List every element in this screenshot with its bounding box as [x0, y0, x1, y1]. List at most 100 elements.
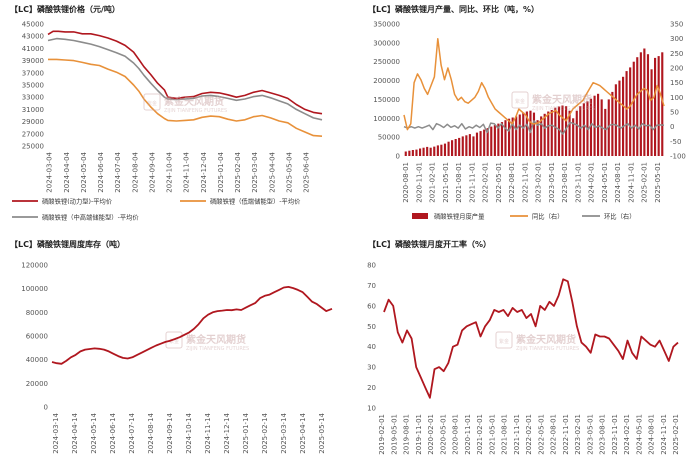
output-legend-swatch	[412, 213, 428, 219]
price-y-tick: 27000	[22, 130, 44, 138]
price-chart-title: 【LC】磷酸铁锂价格（元/吨）	[10, 4, 120, 14]
output-x-tick: 2023-08-01	[561, 162, 569, 203]
utilization-x-tick: 2022-11-01	[562, 414, 570, 455]
utilization-y-tick: 10	[367, 405, 376, 413]
watermark-text: 紫金天风期货	[164, 95, 224, 108]
utilization-x-tick: 2020-11-01	[464, 414, 472, 455]
price-y-tick: 35000	[22, 82, 44, 90]
output-bar	[579, 106, 581, 156]
price-y-tick: 37000	[22, 69, 44, 77]
price-x-tick: 2025-01-04	[217, 151, 225, 192]
output-bar	[480, 131, 482, 156]
watermark-text: 紫金天风期货	[186, 333, 246, 346]
output-bar	[629, 67, 631, 156]
output-bar	[440, 145, 442, 156]
inventory-x-tick: 2025-03-14	[280, 412, 288, 453]
output-bar	[426, 147, 428, 156]
output-bar	[419, 149, 421, 157]
output-bar	[433, 147, 435, 156]
output-bar	[504, 120, 506, 156]
utilization-y-tick: 70	[367, 282, 376, 290]
utilization-y-tick: 60	[367, 302, 376, 310]
price-x-tick: 2024-06-04	[97, 151, 105, 192]
utilization-x-tick: 2020-02-01	[427, 414, 435, 455]
utilization-x-tick: 2024-05-01	[635, 414, 643, 455]
utilization-y-tick: 50	[367, 323, 376, 331]
utilization-x-tick: 2025-02-01	[672, 414, 680, 455]
inventory-x-tick: 2025-01-14	[242, 412, 250, 453]
output-x-tick: 2021-11-01	[468, 162, 476, 203]
output-x-tick: 2022-02-01	[482, 162, 490, 203]
output-bar	[561, 106, 563, 157]
output-y2-tick: 350	[670, 21, 683, 29]
utilization-x-tick: 2021-05-01	[488, 414, 496, 455]
utilization-chart-panel: 【LC】磷酸铁锂月度开工率（%） 1020304050607080 2019-0…	[367, 239, 680, 455]
utilization-x-tick: 2023-05-01	[586, 414, 594, 455]
output-y-tick: 250000	[373, 58, 400, 66]
output-y-tick: 300000	[373, 39, 400, 47]
output-bar	[618, 81, 620, 156]
price-x-tick: 2024-09-04	[148, 151, 156, 192]
inventory-y-tick: 0	[44, 404, 48, 412]
utilization-y-tick: 20	[367, 384, 376, 392]
output-bar	[647, 54, 649, 156]
utilization-x-tick: 2020-08-01	[452, 414, 460, 455]
price-y-tick: 31000	[22, 106, 44, 114]
output-bar	[451, 140, 453, 156]
price-x-tick: 2024-11-04	[183, 151, 191, 192]
price-x-tick: 2024-07-04	[114, 151, 122, 192]
price-x-tick: 2025-06-04	[303, 151, 311, 192]
output-bar	[654, 58, 656, 156]
output-y-tick: 200000	[373, 77, 400, 85]
utilization-x-tick: 2021-02-01	[476, 414, 484, 455]
price-x-tick: 2024-12-04	[200, 151, 208, 192]
inventory-series-line	[52, 287, 332, 364]
utilization-x-tick: 2022-02-01	[525, 414, 533, 455]
output-x-tick: 2025-02-01	[641, 162, 649, 203]
utilization-x-tick: 2022-05-01	[537, 414, 545, 455]
inventory-y-tick: 40000	[26, 356, 48, 364]
utilization-x-tick: 2024-08-01	[648, 414, 656, 455]
inventory-x-tick: 2024-09-14	[166, 412, 174, 453]
output-bar	[640, 52, 642, 156]
output-bar	[415, 150, 417, 156]
output-x-tick: 2025-05-01	[654, 162, 662, 203]
output-bar	[494, 125, 496, 156]
utilization-x-tick: 2023-02-01	[574, 414, 582, 455]
price-x-tick: 2025-02-04	[234, 151, 242, 192]
inventory-chart-title: 【LC】磷酸铁锂周度库存（吨）	[10, 239, 125, 249]
price-legend-label: 磷酸铁锂（中高端储能型）-平均价	[42, 212, 139, 221]
output-bar	[437, 145, 439, 156]
output-bar	[522, 113, 524, 156]
inventory-y-tick: 120000	[21, 262, 48, 270]
utilization-x-tick: 2024-11-01	[660, 414, 668, 455]
output-bar	[444, 144, 446, 156]
output-x-tick: 2024-11-01	[627, 162, 635, 203]
watermark-seal-text: 紫金	[147, 100, 157, 107]
utilization-y-tick: 40	[367, 343, 376, 351]
output-bar	[633, 62, 635, 156]
price-y-tick: 45000	[22, 21, 44, 29]
output-x-tick: 2023-02-01	[535, 162, 543, 203]
inventory-y-tick: 80000	[26, 309, 48, 317]
inventory-y-tick: 60000	[26, 333, 48, 341]
output-x-tick: 2021-05-01	[442, 162, 450, 203]
price-x-tick: 2025-03-04	[251, 151, 259, 192]
price-legend-label: 磷酸铁锂(动力型)-平均价	[42, 196, 113, 205]
utilization-x-tick: 2019-05-01	[390, 414, 398, 455]
output-bar	[551, 110, 553, 156]
inventory-x-tick: 2024-12-14	[223, 412, 231, 453]
output-chart-title: 【LC】磷酸铁锂月产量、同比、环比（吨，%）	[368, 4, 539, 14]
utilization-watermark: 紫金 紫金天风期货ZIJIN TIANFENG FUTURES	[496, 332, 579, 352]
utilization-chart-title: 【LC】磷酸铁锂月度开工率（%）	[368, 239, 491, 249]
utilization-x-tick: 2021-11-01	[513, 414, 521, 455]
watermark-seal-text: 紫金	[515, 98, 525, 105]
output-bar	[622, 77, 624, 156]
output-bar	[469, 134, 471, 156]
output-y-tick: 350000	[373, 21, 400, 29]
price-y-tick: 29000	[22, 118, 44, 126]
inventory-x-tick: 2024-10-14	[185, 412, 193, 453]
inventory-x-tick: 2024-04-14	[71, 412, 79, 453]
watermark-seal-text: 紫金	[499, 338, 509, 345]
price-watermark: 紫金 紫金天风期货ZIJIN TIANFENG FUTURES	[144, 94, 227, 114]
